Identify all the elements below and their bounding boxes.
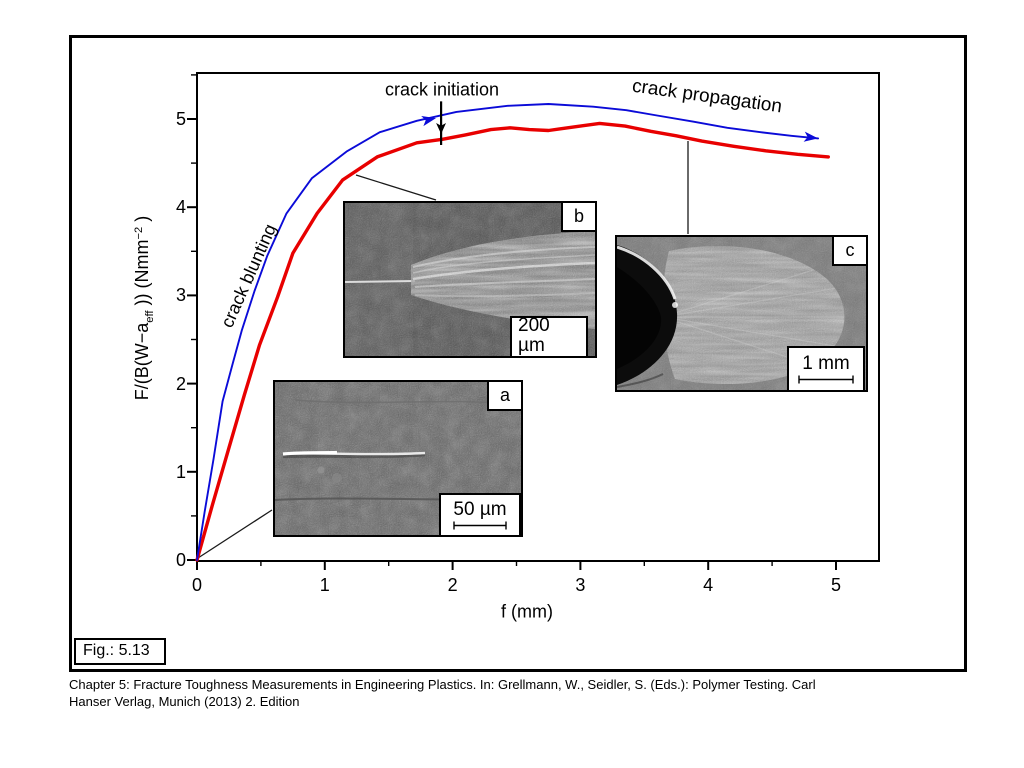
micrograph-inset-b: b 200 µm: [343, 201, 597, 358]
x-tick-label: 5: [830, 574, 842, 595]
inset-b-scalebox: 200 µm: [510, 316, 588, 356]
inset-c-letter: c: [832, 237, 866, 266]
y-tick-label: 0: [175, 550, 186, 570]
figure-number-box: Fig.: 5.13: [74, 638, 166, 665]
x-tick-label: 3: [575, 574, 586, 595]
inset-b-scale-text: 200 µm: [518, 315, 550, 356]
inset-c-scalebox: 1 mm: [787, 346, 865, 390]
y-title-sub: eff: [143, 310, 156, 323]
x-tick-label: 0: [191, 574, 203, 595]
inset-a-scale-text: 50 µm: [453, 498, 507, 520]
y-title-mid: )) (Nmm: [132, 239, 153, 311]
y-title-sup: −2: [133, 226, 146, 240]
inset-c-scalebar: [798, 375, 854, 383]
x-tick-label: 4: [703, 574, 714, 595]
figure-caption: Chapter 5: Fracture Toughness Measuremen…: [69, 677, 999, 710]
x-tick-label: 2: [447, 574, 458, 595]
y-axis-title: F/(B(W−aeff )) (Nmm−2 ): [132, 216, 156, 400]
y-tick-label: 2: [175, 373, 186, 394]
y-tick-label: 5: [175, 109, 186, 129]
inset-a-scalebox: 50 µm: [439, 493, 521, 535]
y-title-pre: F/(B(W−a: [132, 322, 153, 401]
micrograph-inset-a: a 50 µm: [273, 380, 523, 537]
caption-line-1: Chapter 5: Fracture Toughness Measuremen…: [69, 677, 816, 692]
micrograph-inset-c: c 1 mm: [615, 235, 868, 392]
inset-c-scale-text: 1 mm: [802, 352, 850, 374]
inset-a-scalebar: [453, 521, 507, 529]
y-tick-label: 3: [175, 285, 186, 306]
inset-a-letter: a: [487, 382, 521, 411]
x-tick-label: 1: [319, 574, 330, 595]
annotation-crack-initiation: crack initiation: [384, 79, 500, 100]
caption-line-2: Hanser Verlag, Munich (2013) 2. Edition: [69, 693, 300, 709]
inset-b-letter: b: [561, 203, 595, 232]
y-tick-label: 4: [175, 197, 186, 218]
y-tick-label: 1: [175, 461, 186, 482]
y-title-post: ): [132, 215, 153, 227]
x-axis-title: f (mm): [501, 601, 553, 622]
